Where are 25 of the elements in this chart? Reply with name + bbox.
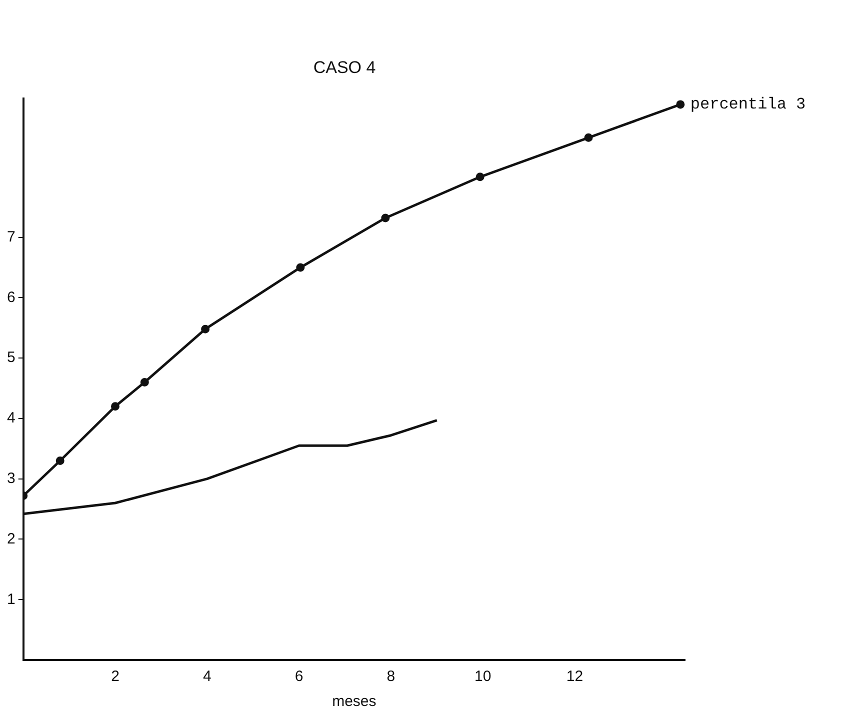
point [110, 402, 120, 411]
x-tick-label: 4 [202, 668, 212, 686]
chart-title: CASO 4 [313, 58, 376, 77]
y-tick-label: 3 [7, 470, 16, 487]
point [296, 263, 305, 272]
y-tick-label: 6 [7, 288, 16, 306]
point [56, 456, 64, 465]
y-tick-label: 7 [7, 228, 16, 246]
point [381, 214, 390, 222]
point [676, 100, 685, 109]
y-tick-label: 1 [7, 590, 16, 608]
x-tick-label: 8 [386, 668, 396, 686]
y-tick-label: 5 [7, 349, 16, 366]
x-tick-label: 2 [111, 668, 120, 686]
y-tick-label: 4 [7, 410, 16, 427]
point [584, 133, 593, 142]
point [476, 172, 484, 182]
series-label: percentila 3 [690, 96, 806, 114]
x-tick-label: 6 [294, 668, 304, 686]
point [201, 324, 210, 334]
point [140, 378, 149, 386]
x-tick-label: 12 [566, 668, 584, 686]
x-axis-title: meses [332, 693, 376, 710]
x-tick-label: 10 [474, 668, 492, 686]
y-tick-label: 2 [7, 530, 16, 548]
